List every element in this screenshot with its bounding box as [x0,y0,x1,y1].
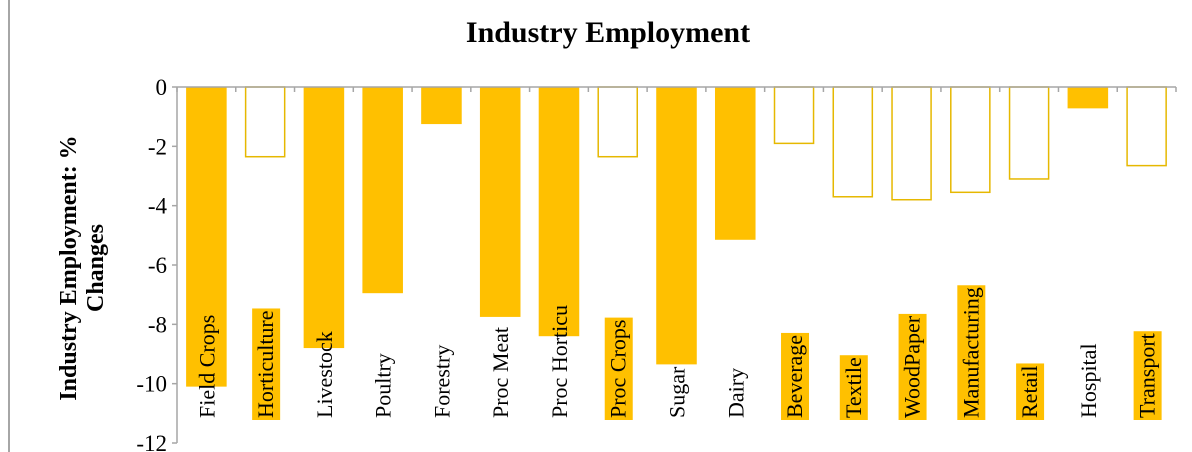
category-label: Proc Horticu [547,305,572,418]
bar [362,87,403,294]
y-tick-label: -10 [136,372,167,397]
y-tick-label: -6 [148,253,167,278]
category-label: Horticulture [253,310,278,418]
bar [597,86,639,158]
category-label: WoodPaper [900,315,925,418]
category-label: Textile [841,357,866,418]
category-label: Poultry [371,353,396,418]
bar [244,86,286,158]
chart-title: Industry Employment [466,16,750,49]
y-tick-label: -12 [136,431,167,452]
y-tick-label: -8 [148,312,167,337]
bar [303,87,345,349]
category-label: Dairy [723,368,748,418]
category-label: Manufacturing [958,287,983,418]
category-label: Proc Meat [488,327,513,418]
category-label-highlight [1133,331,1162,420]
bar [1067,87,1109,109]
bar [538,87,580,337]
bar [1008,86,1050,180]
category-label: Beverage [782,335,807,418]
bar [832,86,874,198]
category-label-highlight [604,317,633,420]
category-label: Forestry [429,345,454,418]
category-label: Field Crops [194,315,219,418]
category-label-highlight [898,313,927,420]
category-label-highlight [957,285,986,420]
bar [773,86,815,145]
left-border-rule [8,0,10,452]
category-label: Livestock [312,331,337,418]
bar [891,86,932,201]
y-tick-label: 0 [156,75,168,100]
y-tick-label: -4 [148,194,168,219]
bar [186,87,227,387]
bar [714,87,756,240]
category-label: Transport [1135,333,1160,418]
y-axis-label-line-2: Changes [83,224,109,312]
bar [656,87,697,365]
category-label: Retail [1017,365,1042,418]
category-label: Hospital [1076,343,1101,418]
bar [421,87,462,125]
category-label-highlight [252,308,281,420]
category-label: Sugar [665,366,690,418]
category-label: Proc Crops [606,320,631,418]
bar [1126,86,1167,167]
y-axis-label-line-1: Industry Employment: % [56,135,82,400]
category-label-highlight [1016,363,1045,420]
category-label-highlight [839,355,868,420]
y-tick-label: -2 [148,134,167,159]
bar [950,86,991,194]
bar [479,87,521,317]
category-label-highlight [781,332,810,420]
